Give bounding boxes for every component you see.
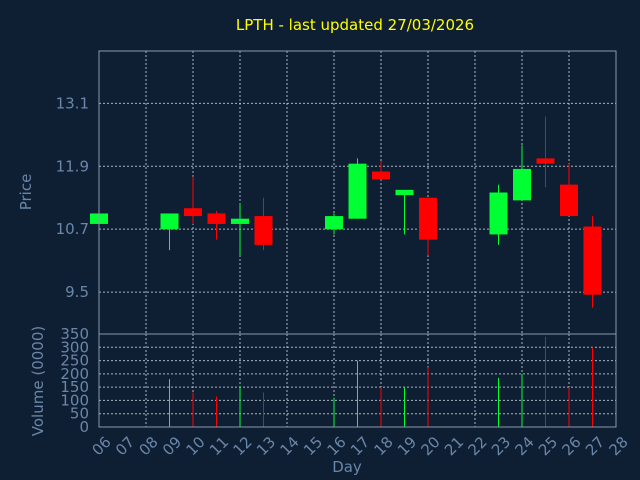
volume-bars (169, 336, 593, 427)
volume-tick-label: 200 (60, 365, 89, 383)
volume-tick-label: 350 (60, 325, 89, 343)
candle-body (231, 218, 249, 224)
candle-body (348, 163, 367, 219)
candle-body (160, 213, 179, 230)
price-axis-label: Price (17, 174, 35, 211)
volume-axis-label: Volume (0000) (29, 326, 47, 436)
volume-tick-label: 100 (60, 391, 89, 409)
candle-body (583, 226, 602, 295)
candle-body (207, 213, 226, 224)
candle-body (254, 216, 273, 245)
candle-body (536, 158, 555, 164)
candle-body (325, 216, 343, 230)
candle-body (513, 168, 531, 201)
volume-tick-label: 50 (70, 405, 89, 423)
candle-body (560, 184, 578, 217)
candles (90, 116, 602, 308)
candle-body (184, 208, 202, 217)
volume-tick-label: 150 (60, 378, 89, 396)
chart-title: LPTH - last updated 27/03/2026 (236, 16, 474, 34)
candle-body (489, 192, 508, 235)
price-tick-label: 11.9 (56, 157, 89, 175)
candle-body (419, 197, 437, 240)
candle-body (395, 189, 414, 196)
price-tick-label: 10.7 (56, 220, 89, 238)
candle-body (372, 171, 390, 180)
price-tick-labels: 9.5 10.7 11.9 13.1 (56, 94, 89, 301)
price-tick-label: 13.1 (56, 94, 89, 112)
volume-panel-frame (98, 333, 617, 428)
volume-tick-label: 300 (60, 338, 89, 356)
x-axis-label: Day (332, 458, 362, 476)
volume-tick-label: 0 (79, 418, 89, 436)
price-tick-label: 9.5 (65, 283, 89, 301)
volume-tick-label: 250 (60, 352, 89, 370)
x-tick-labels: 0607080910111213141516171819202122232425… (89, 433, 632, 459)
